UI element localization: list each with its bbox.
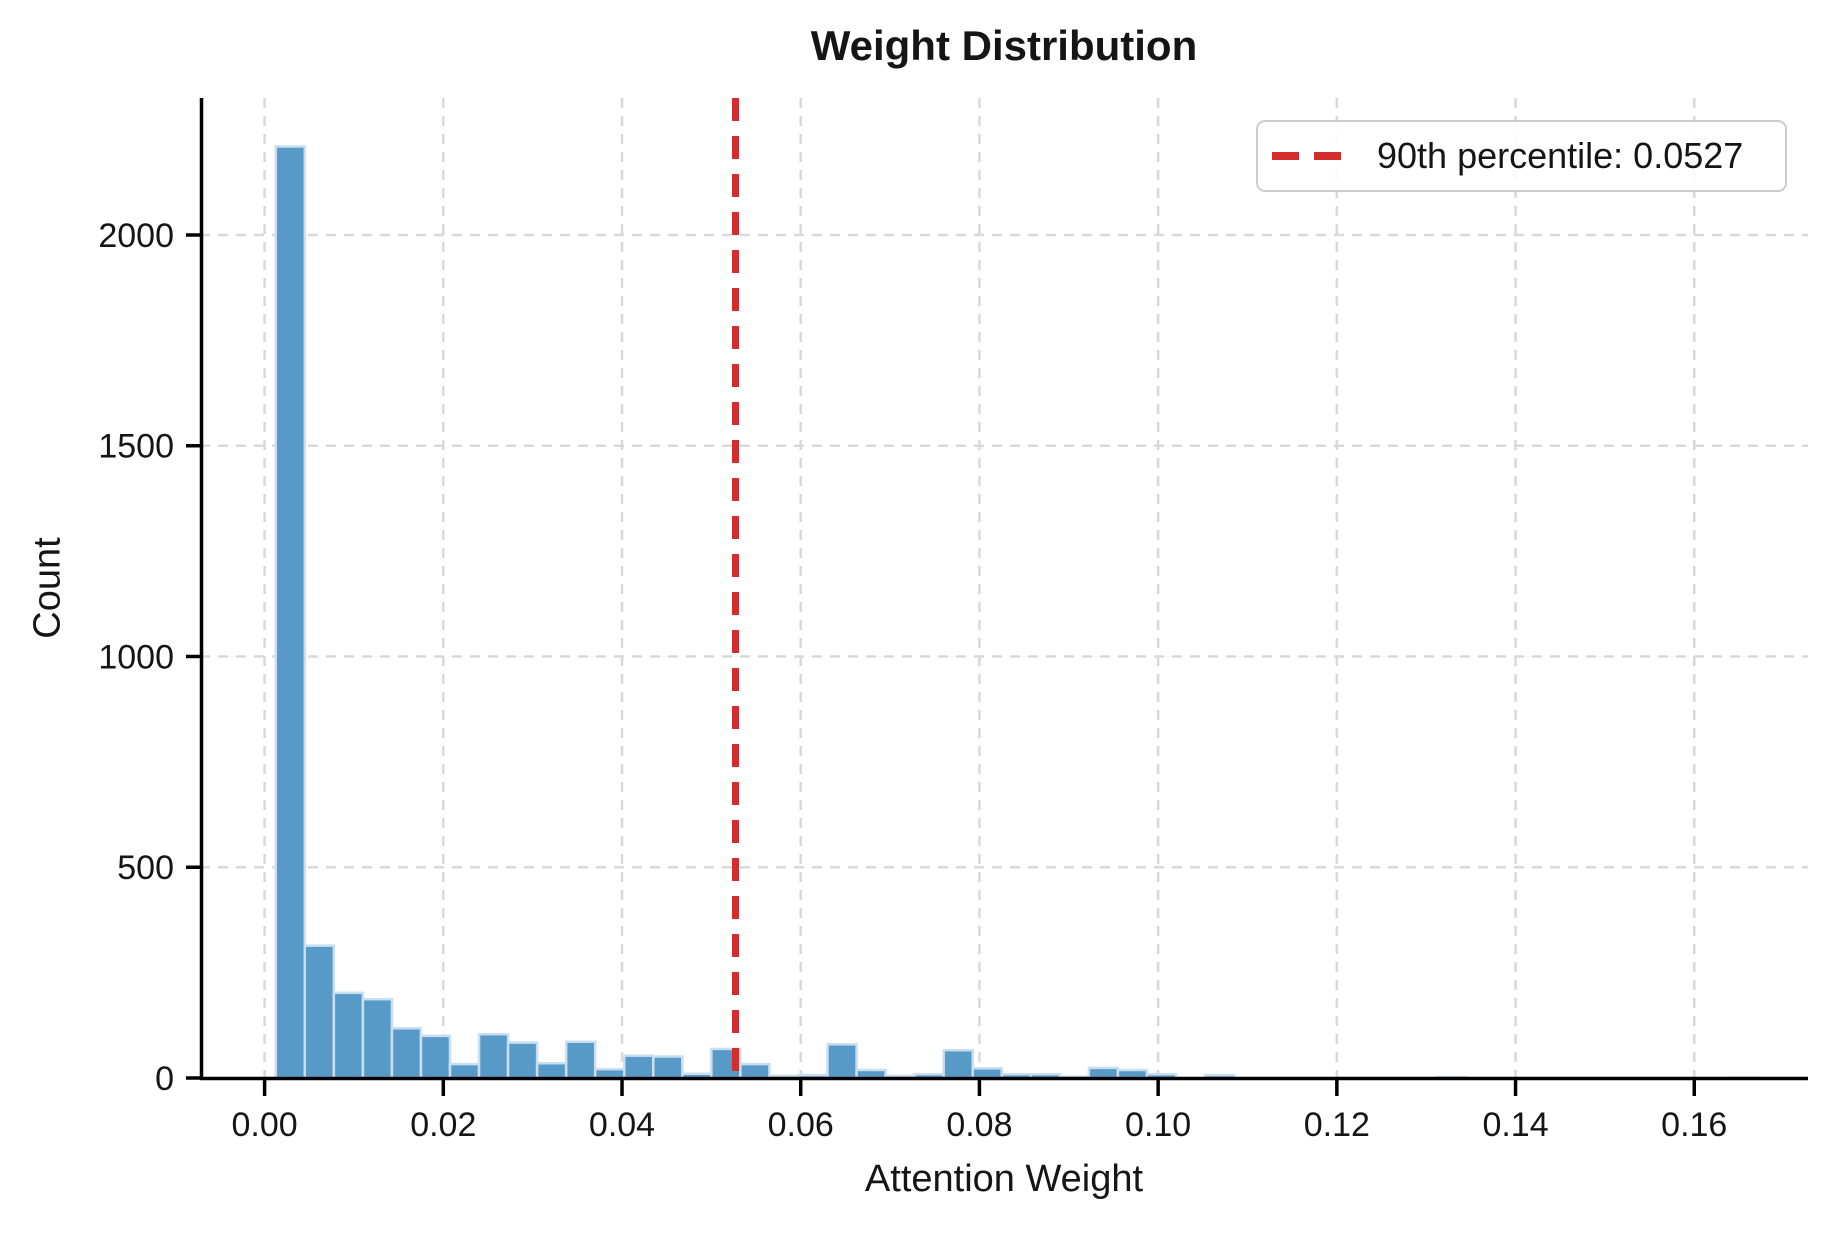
legend-label: 90th percentile: 0.0527 xyxy=(1377,135,1744,176)
y-tick-label: 0 xyxy=(155,1060,174,1098)
histogram-bar xyxy=(448,1062,481,1080)
x-axis-label: Attention Weight xyxy=(864,1158,1144,1200)
y-tick-label: 1000 xyxy=(98,638,174,676)
histogram-bar xyxy=(652,1055,684,1080)
histogram-bar xyxy=(535,1061,568,1080)
x-tick-label: 0.10 xyxy=(1125,1106,1191,1144)
y-tick-label: 500 xyxy=(117,849,174,887)
histogram-bar xyxy=(419,1034,452,1080)
x-tick-label: 0.16 xyxy=(1661,1106,1727,1144)
x-tick-label: 0.04 xyxy=(589,1106,655,1144)
histogram-bar xyxy=(942,1048,974,1080)
histogram-bar xyxy=(390,1027,423,1080)
legend-dashed-line-icon xyxy=(1272,152,1350,160)
histogram-bar xyxy=(506,1041,539,1080)
y-tick-label: 2000 xyxy=(98,217,174,255)
x-tick-label: 0.08 xyxy=(946,1106,1012,1144)
histogram-bar xyxy=(1087,1066,1120,1080)
x-tick-label: 0.14 xyxy=(1482,1106,1548,1144)
histogram-bar xyxy=(826,1043,858,1080)
histogram-bar xyxy=(564,1040,597,1080)
histogram-bar xyxy=(274,145,307,1080)
histogram-bar xyxy=(332,991,365,1080)
histogram-bar xyxy=(739,1062,771,1080)
y-tick-label: 1500 xyxy=(98,428,174,466)
histogram-bar xyxy=(477,1032,510,1080)
histogram-bar xyxy=(622,1054,655,1080)
y-axis-label-text: Count xyxy=(26,537,69,639)
histogram-bar xyxy=(361,997,394,1080)
chart-title: Weight Distribution xyxy=(810,22,1198,69)
histogram-bar xyxy=(303,944,336,1080)
x-tick-label: 0.06 xyxy=(768,1106,834,1144)
histogram-bar xyxy=(971,1067,1004,1080)
legend: 90th percentile: 0.0527 xyxy=(1256,120,1787,192)
x-tick-label: 0.02 xyxy=(410,1106,476,1144)
x-tick-label: 0.12 xyxy=(1304,1106,1370,1144)
x-tick-label: 0.00 xyxy=(232,1106,298,1144)
histogram-bar xyxy=(593,1067,626,1080)
